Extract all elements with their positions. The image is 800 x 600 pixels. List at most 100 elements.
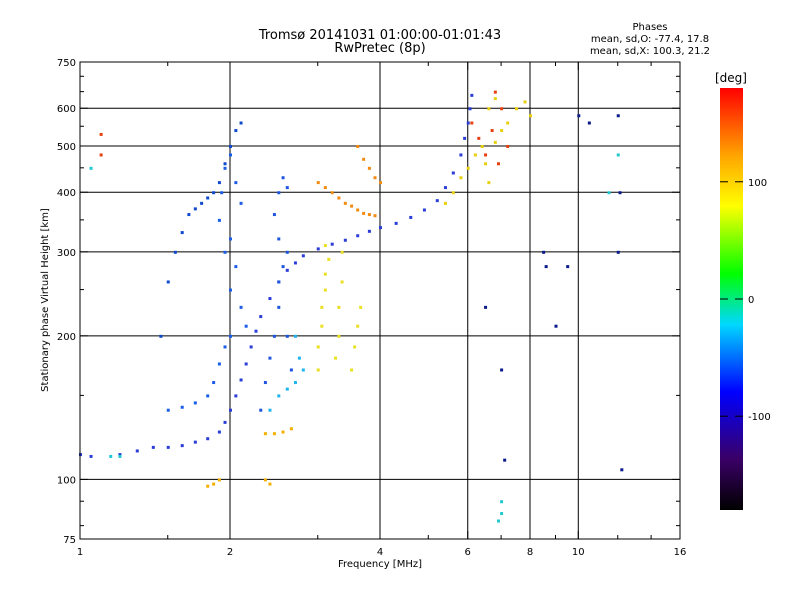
scatter-point	[285, 186, 289, 190]
scatter-point	[293, 381, 297, 385]
scatter-point	[484, 153, 488, 157]
scatter-point	[159, 334, 163, 338]
scatter-point	[166, 445, 170, 449]
scatter-point	[229, 408, 232, 412]
x-tick-label: 10	[572, 547, 585, 558]
scatter-point	[503, 458, 507, 462]
scatter-point	[443, 186, 447, 190]
scatter-point	[268, 356, 272, 360]
scatter-point	[263, 432, 267, 436]
scatter-point	[350, 368, 354, 372]
scatter-series	[79, 93, 474, 458]
scatter-point	[451, 191, 455, 195]
scatter-point	[373, 214, 377, 218]
scatter-point	[193, 401, 197, 405]
scatter-point	[323, 186, 327, 190]
scatter-series	[443, 97, 532, 205]
scatter-point	[166, 408, 170, 412]
scatter-point	[289, 427, 293, 431]
colorbar-tick-label: -100	[748, 412, 771, 423]
scatter-point	[281, 176, 285, 180]
scatter-point	[193, 207, 197, 211]
scatter-point	[327, 257, 331, 261]
scatter-point	[277, 305, 281, 309]
scatter-series	[259, 176, 293, 412]
scatter-point	[212, 381, 216, 385]
scatter-point	[109, 454, 113, 458]
chart-title: Tromsø 20141031 01:00:00-01:01:43	[258, 28, 502, 43]
scatter-series	[99, 90, 510, 166]
scatter-point	[435, 199, 439, 203]
scatter-series	[166, 153, 248, 412]
scatter-point	[285, 334, 289, 338]
scatter-point	[263, 381, 267, 385]
scatter-point	[166, 280, 170, 284]
scatter-point	[529, 114, 532, 118]
scatter-point	[320, 324, 324, 328]
scatter-point	[239, 201, 243, 205]
scatter-point	[244, 324, 248, 328]
scatter-point	[323, 244, 327, 248]
scatter-point	[506, 121, 510, 125]
scatter-point	[263, 478, 267, 482]
scatter-point	[367, 213, 371, 217]
scatter-point	[244, 362, 248, 366]
scatter-point	[373, 176, 377, 180]
scatter-point	[500, 107, 504, 111]
scatter-point	[554, 324, 558, 328]
scatter-point	[484, 305, 488, 309]
scatter-point	[493, 97, 497, 101]
scatter-point	[272, 432, 276, 436]
scatter-point	[443, 201, 447, 205]
scatter-point	[422, 208, 426, 212]
y-tick-label: 500	[57, 142, 76, 153]
scatter-point	[89, 166, 93, 170]
y-axis-label: Stationary phase Virtual Height [km]	[40, 208, 51, 392]
scatter-point	[206, 484, 210, 488]
colorbar-label: [deg]	[715, 71, 747, 85]
scatter-point	[323, 272, 327, 276]
phases-o-stats: mean, sd,O: -77.4, 17.8	[590, 34, 710, 45]
scatter-series	[316, 144, 382, 218]
colorbar-tick-label: 100	[748, 178, 767, 189]
scatter-point	[285, 387, 289, 391]
scatter-point	[239, 121, 243, 125]
scatter-point	[362, 211, 366, 215]
scatter-point	[544, 265, 548, 269]
scatter-point	[618, 191, 622, 195]
scatter-point	[268, 297, 272, 301]
scatter-point	[463, 136, 467, 140]
scatter-point	[187, 213, 191, 217]
y-tick-label: 75	[63, 535, 76, 546]
scatter-series	[316, 244, 363, 372]
scatter-point	[89, 454, 93, 458]
scatter-point	[466, 121, 470, 125]
scatter-point	[259, 408, 263, 412]
scatter-point	[566, 265, 570, 269]
scatter-point	[259, 315, 263, 319]
scatter-point	[323, 288, 327, 292]
scatter-point	[281, 265, 285, 269]
x-tick-label: 6	[465, 547, 471, 558]
scatter-point	[340, 250, 344, 254]
scatter-point	[301, 254, 305, 258]
scatter-point	[500, 512, 504, 516]
scatter-point	[212, 191, 216, 195]
scatter-point	[180, 231, 184, 235]
scatter-point	[480, 144, 484, 148]
y-tick-label: 100	[57, 475, 76, 486]
scatter-series	[484, 114, 624, 472]
scatter-point	[459, 176, 463, 180]
scatter-point	[277, 191, 281, 195]
scatter-point	[496, 519, 500, 523]
scatter-point	[320, 305, 324, 309]
scatter-point	[118, 454, 122, 458]
scatter-point	[316, 181, 320, 185]
scatter-point	[289, 368, 293, 372]
scatter-point	[206, 394, 210, 398]
scatter-point	[206, 437, 210, 441]
x-tick-label: 4	[377, 547, 383, 558]
scatter-point	[223, 250, 227, 254]
x-tick-label: 1	[77, 547, 83, 558]
scatter-point	[367, 166, 371, 170]
